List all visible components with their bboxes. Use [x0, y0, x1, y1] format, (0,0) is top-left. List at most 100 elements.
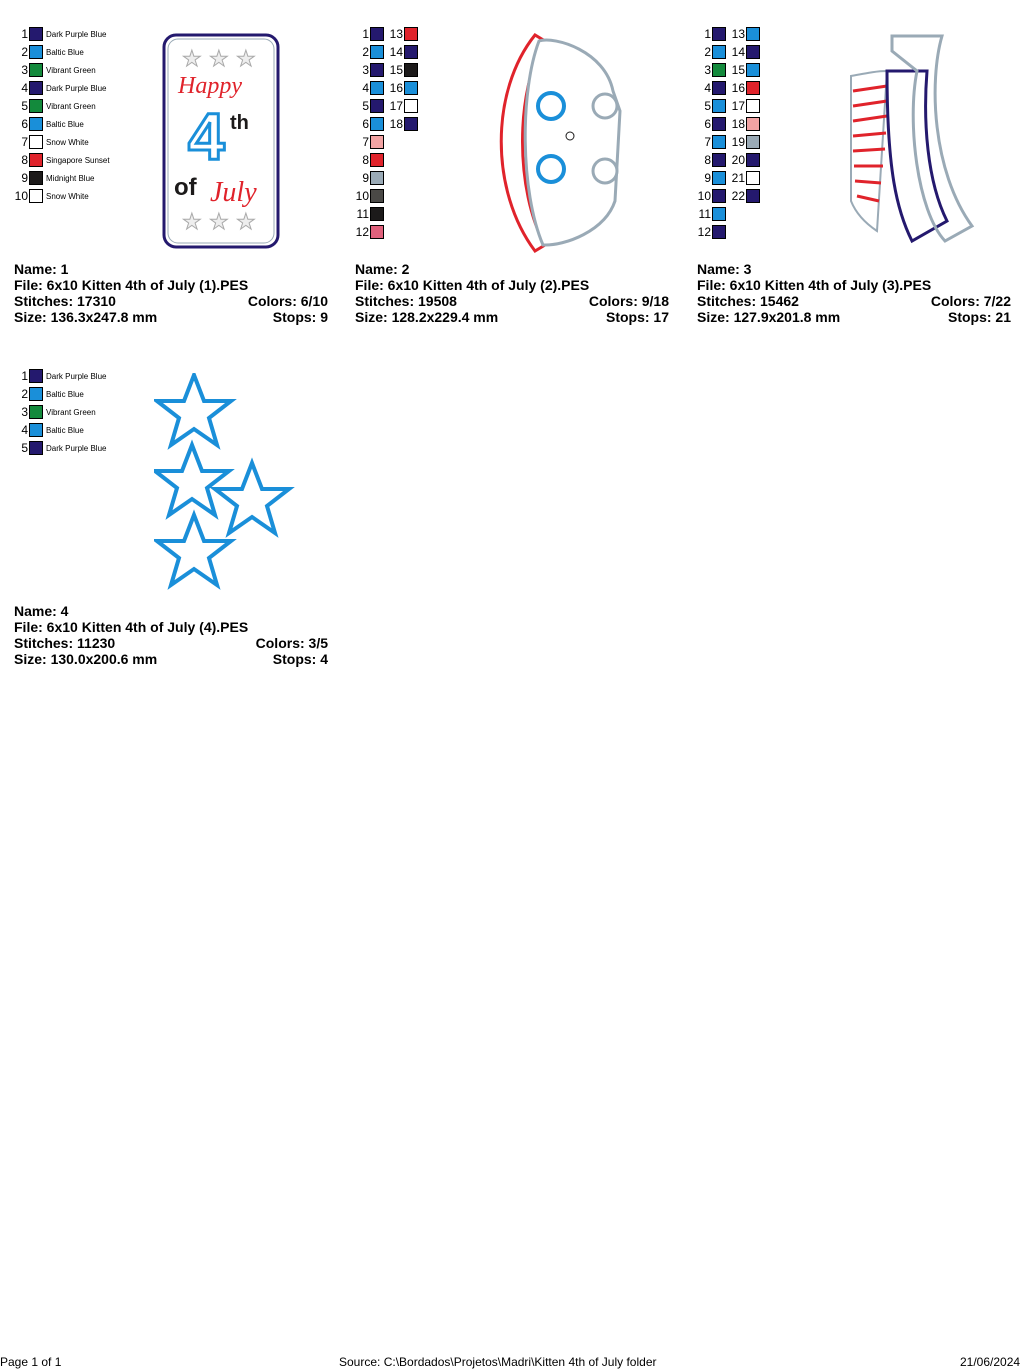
thread-number: 16 — [731, 81, 745, 95]
thread-number: 13 — [731, 27, 745, 41]
thread-number: 7 — [362, 135, 369, 149]
thread-name: Vibrant Green — [46, 101, 96, 111]
thread-name: Vibrant Green — [46, 65, 96, 75]
thread-item: 5 Vibrant Green — [14, 98, 96, 114]
svg-text:★: ★ — [236, 209, 256, 234]
thread-number: 2 — [21, 45, 28, 59]
thread-number: 3 — [362, 63, 369, 77]
design-size: Size: 136.3x247.8 mm — [14, 309, 158, 325]
thread-number: 11 — [356, 207, 369, 221]
thread-swatch — [746, 171, 760, 185]
thread-swatch — [29, 153, 43, 167]
thread-number: 3 — [704, 63, 711, 77]
design-size: Size: 128.2x229.4 mm — [355, 309, 499, 325]
design-stops: Stops: 17 — [605, 309, 669, 325]
thread-swatch — [746, 135, 760, 149]
thread-swatch — [29, 369, 43, 383]
design-3: 1 2 3 4 5 6 7 8 9 10 11 12 13 14 15 16 17 18 19 20 21 22 Name… — [697, 26, 1017, 356]
thread-name: Snow White — [46, 191, 89, 201]
design-stops: Stops: 4 — [272, 651, 328, 667]
thread-item: 8 — [355, 152, 384, 168]
thread-item: 10 — [355, 188, 384, 204]
thread-name: Baltic Blue — [46, 119, 84, 129]
thread-item: 2 — [697, 44, 726, 60]
thread-swatch — [404, 45, 418, 59]
thread-number: 1 — [362, 27, 369, 41]
thread-number: 21 — [731, 171, 745, 185]
thread-item: 9 Midnight Blue — [14, 170, 94, 186]
thread-item: 2 — [355, 44, 384, 60]
design-info: Name: 4 File: 6x10 Kitten 4th of July (4… — [14, 603, 328, 667]
thread-swatch — [370, 189, 384, 203]
thread-name: Snow White — [46, 137, 89, 147]
design-stitches: Stitches: 17310 — [14, 293, 116, 309]
design-info: Name: 3 File: 6x10 Kitten 4th of July (3… — [697, 261, 1011, 325]
thread-number: 6 — [362, 117, 369, 131]
thread-number: 10 — [355, 189, 369, 203]
art-4: 4 — [188, 99, 225, 173]
thread-number: 10 — [14, 189, 28, 203]
thread-number: 17 — [731, 99, 745, 113]
design-stitches: Stitches: 11230 — [14, 635, 116, 651]
thread-number: 22 — [731, 189, 745, 203]
design-4: 1 Dark Purple Blue 2 Baltic Blue 3 Vibrant Gr… — [14, 368, 334, 698]
thread-swatch — [29, 441, 43, 455]
design-file: File: 6x10 Kitten 4th of July (2).PES — [355, 277, 590, 293]
design-preview-kitten — [499, 33, 622, 253]
thread-item: 3 — [355, 62, 384, 78]
thread-number: 19 — [731, 135, 745, 149]
design-stitches: Stitches: 19508 — [355, 293, 457, 309]
thread-item: 4 — [697, 80, 726, 96]
thread-item: 3 Vibrant Green — [14, 62, 96, 78]
thread-swatch — [746, 63, 760, 77]
thread-item: 18 — [731, 116, 760, 132]
design-preview-happy-4th: ★ ★ ★ ★ ★ ★ Happy 4 th of July — [162, 33, 280, 249]
thread-swatch — [746, 153, 760, 167]
thread-swatch — [712, 153, 726, 167]
thread-number: 2 — [362, 45, 369, 59]
thread-number: 5 — [704, 99, 711, 113]
footer-page: Page 1 of 1 — [0, 1355, 62, 1369]
footer-source: Source: C:\Bordados\Projetos\Madri\Kitte… — [339, 1355, 657, 1369]
thread-swatch — [712, 189, 726, 203]
thread-number: 20 — [731, 153, 745, 167]
thread-swatch — [370, 207, 384, 221]
art-of: of — [174, 174, 198, 201]
thread-swatch — [370, 153, 384, 167]
thread-number: 2 — [21, 387, 28, 401]
thread-number: 12 — [355, 225, 369, 239]
thread-name: Baltic Blue — [46, 47, 84, 57]
thread-item: 15 — [389, 62, 418, 78]
thread-swatch — [29, 189, 43, 203]
design-2: 1 2 3 4 5 6 7 8 9 10 11 12 13 14 15 16 17 18 Name: 2 File… — [355, 26, 675, 356]
design-colors: Colors: 9/18 — [588, 293, 669, 309]
thread-name: Dark Purple Blue — [46, 29, 107, 39]
thread-item: 1 Dark Purple Blue — [14, 368, 106, 384]
thread-swatch — [29, 405, 43, 419]
thread-swatch — [712, 207, 726, 221]
design-colors: Colors: 7/22 — [930, 293, 1011, 309]
design-preview-banner — [850, 34, 975, 244]
thread-swatch — [712, 63, 726, 77]
thread-swatch — [370, 99, 384, 113]
thread-number: 4 — [21, 423, 28, 437]
thread-number: 9 — [704, 171, 711, 185]
thread-number: 6 — [21, 117, 28, 131]
thread-name: Midnight Blue — [46, 173, 95, 183]
thread-item: 8 Singapore Sunset — [14, 152, 110, 168]
design-colors: Colors: 3/5 — [255, 635, 328, 651]
thread-swatch — [712, 81, 726, 95]
thread-swatch — [712, 225, 726, 239]
thread-item: 10 Snow White — [14, 188, 89, 204]
design-1: 1 Dark Purple Blue 2 Baltic Blue 3 Vibrant Gr… — [14, 26, 334, 356]
thread-item: 7 — [697, 134, 726, 150]
svg-text:★: ★ — [209, 46, 229, 71]
thread-item: 17 — [731, 98, 760, 114]
thread-swatch — [370, 63, 384, 77]
design-file: File: 6x10 Kitten 4th of July (4).PES — [14, 619, 249, 635]
thread-number: 5 — [21, 99, 28, 113]
thread-item: 11 — [697, 206, 726, 222]
thread-swatch — [29, 45, 43, 59]
thread-number: 14 — [731, 45, 745, 59]
thread-item: 5 — [355, 98, 384, 114]
